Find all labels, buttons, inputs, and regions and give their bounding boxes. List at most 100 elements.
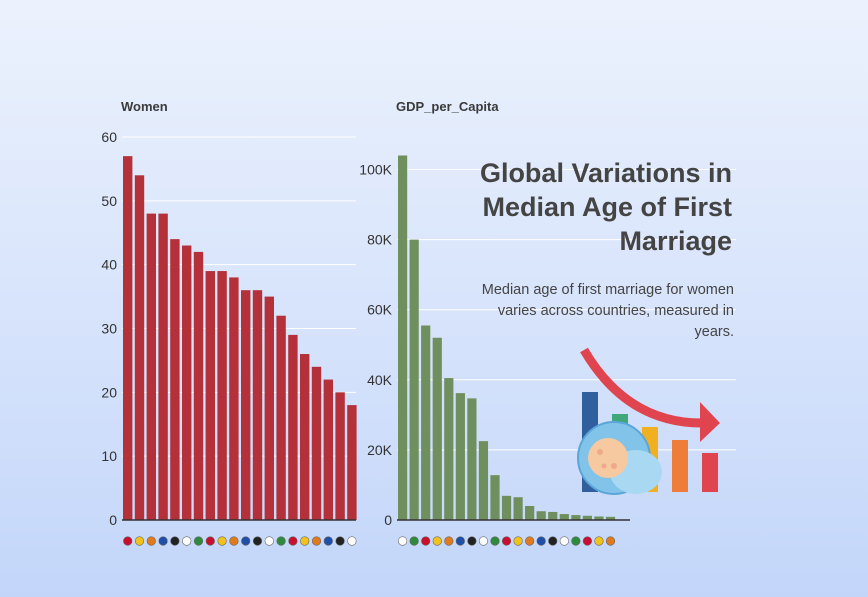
- bar: [594, 516, 604, 520]
- bar: [347, 405, 357, 520]
- bar: [264, 296, 274, 520]
- y-tick-label: 0: [384, 512, 392, 528]
- country-flag-icon: [241, 536, 251, 546]
- bar: [444, 378, 454, 520]
- country-flag-icon: [582, 536, 593, 546]
- country-flag-icon: [501, 536, 512, 546]
- bar: [548, 511, 558, 520]
- bar: [229, 277, 239, 520]
- country-flag-icon: [478, 536, 489, 546]
- gdp-panel-title: GDP_per_Capita: [396, 99, 499, 114]
- country-flag-icon: [548, 536, 558, 546]
- country-flag-icon: [217, 536, 227, 546]
- bar: [432, 337, 442, 520]
- y-tick-label: 40K: [367, 372, 393, 388]
- bar: [170, 239, 180, 520]
- bar: [490, 475, 500, 520]
- bar: [252, 290, 263, 520]
- country-flag-icon: [594, 536, 604, 546]
- bar: [158, 213, 168, 520]
- bar: [571, 515, 581, 520]
- country-flag-icon: [158, 536, 168, 546]
- bar: [182, 245, 192, 520]
- bar: [311, 366, 322, 520]
- bar: [217, 271, 227, 520]
- deco-bar-4: [672, 440, 688, 492]
- country-flag-icon: [182, 536, 192, 546]
- bar: [276, 315, 286, 520]
- bar: [467, 398, 477, 520]
- women-bar-chart: 0 10 20 30 40 50 60: [101, 129, 357, 528]
- country-flag-icon: [311, 536, 322, 546]
- country-flag-icon: [467, 536, 477, 546]
- bar: [146, 213, 156, 520]
- bar: [559, 514, 569, 520]
- y-tick-label: 40: [101, 257, 117, 273]
- bar: [205, 271, 215, 520]
- y-tick-label: 100K: [359, 162, 392, 178]
- country-flag-icon: [398, 536, 408, 546]
- country-flag-icon: [536, 536, 546, 546]
- country-flag-icon: [123, 536, 133, 546]
- bar: [605, 516, 616, 520]
- country-flag-icon: [559, 536, 569, 546]
- country-flag-icon: [288, 536, 298, 546]
- bar: [421, 325, 431, 520]
- country-flag-icon: [347, 536, 357, 546]
- country-flag-icon: [193, 536, 204, 546]
- bar: [241, 290, 251, 520]
- country-flag-icon: [421, 536, 431, 546]
- deco-bar-5: [702, 453, 718, 492]
- country-flag-icon: [146, 536, 156, 546]
- page-subtitle: Median age of first marriage for women v…: [481, 282, 734, 340]
- country-flag-icon: [170, 536, 180, 546]
- y-tick-label: 50: [101, 193, 117, 209]
- country-flag-icon: [409, 536, 419, 546]
- country-flag-icon: [455, 536, 465, 546]
- country-flag-icon: [229, 536, 239, 546]
- country-flag-icon: [571, 536, 581, 546]
- bar: [525, 505, 535, 520]
- bar: [455, 393, 465, 520]
- bar: [582, 515, 592, 520]
- y-tick-label: 0: [109, 512, 117, 528]
- country-flag-icon: [605, 536, 616, 546]
- baby-face: [588, 438, 628, 478]
- bar: [513, 497, 523, 520]
- bar: [398, 155, 408, 520]
- bar: [501, 495, 512, 520]
- country-flag-icon: [205, 536, 215, 546]
- country-flag-icon: [276, 536, 286, 546]
- country-flag-icon: [134, 536, 145, 546]
- bar: [193, 251, 204, 520]
- gdp-bar-chart: 0 20K 40K 60K 80K 100K: [359, 155, 736, 528]
- y-tick-label: 20K: [367, 442, 393, 458]
- country-flag-icon: [252, 536, 263, 546]
- country-flag-icon: [490, 536, 500, 546]
- country-flag-icon: [323, 536, 333, 546]
- country-flag-icon: [300, 536, 310, 546]
- arrow-head: [700, 402, 720, 442]
- bar: [288, 334, 298, 520]
- y-tick-label: 60K: [367, 302, 393, 318]
- bar: [123, 156, 133, 520]
- y-tick-label: 80K: [367, 232, 393, 248]
- bar: [335, 392, 345, 520]
- country-flag-icon: [513, 536, 523, 546]
- y-tick-label: 10: [101, 448, 117, 464]
- bar: [323, 379, 333, 520]
- y-tick-label: 30: [101, 321, 117, 337]
- country-flag-icon: [525, 536, 535, 546]
- bar: [134, 175, 145, 521]
- baby-and-bar-chart-icon: [577, 347, 720, 495]
- country-flag-icon: [264, 536, 274, 546]
- bar: [300, 354, 310, 520]
- bar: [478, 441, 489, 520]
- bar: [536, 511, 546, 520]
- country-flag-icon: [335, 536, 345, 546]
- country-flag-icon: [432, 536, 442, 546]
- bar: [409, 239, 419, 520]
- women-panel-title: Women: [121, 99, 168, 114]
- y-tick-label: 20: [101, 384, 117, 400]
